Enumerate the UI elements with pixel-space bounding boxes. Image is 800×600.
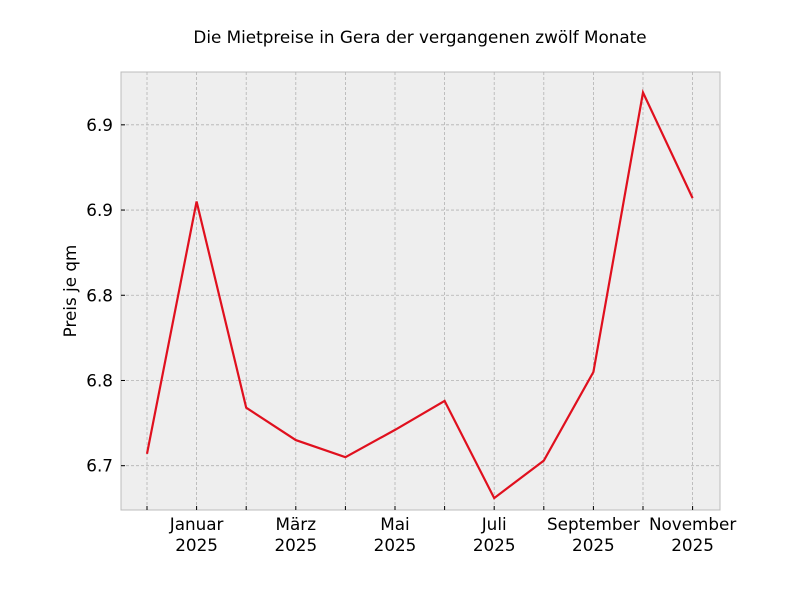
y-tick-label: 6.9	[86, 200, 113, 220]
y-tick-label: 6.7	[86, 456, 113, 476]
y-tick-label: 6.9	[86, 115, 113, 135]
x-tick-year: 2025	[274, 535, 317, 555]
y-tick-label: 6.8	[86, 285, 113, 305]
y-tick-label: 6.8	[86, 370, 113, 390]
x-tick-labels: Januar2025März2025Mai2025Juli2025Septemb…	[169, 514, 737, 555]
x-tick-label: Mai	[380, 514, 409, 534]
x-tick-year: 2025	[175, 535, 218, 555]
axis-ticks	[121, 124, 694, 510]
x-tick-year: 2025	[671, 535, 714, 555]
chart-title: Die Mietpreise in Gera der vergangenen z…	[193, 27, 646, 47]
plot-area	[120, 71, 721, 511]
series-line	[145, 88, 694, 500]
x-tick-label: Juli	[481, 514, 507, 534]
gridlines	[121, 72, 720, 510]
x-tick-label: Januar	[169, 514, 224, 534]
x-tick-label: November	[649, 514, 736, 534]
x-tick-year: 2025	[374, 535, 417, 555]
x-tick-label: September	[547, 514, 640, 534]
x-tick-year: 2025	[572, 535, 615, 555]
y-tick-labels: 6.7 6.8 6.8 6.9 6.9	[86, 115, 113, 476]
x-tick-year: 2025	[473, 535, 516, 555]
y-axis-label: Preis je qm	[60, 245, 80, 338]
x-tick-label: März	[276, 514, 317, 534]
